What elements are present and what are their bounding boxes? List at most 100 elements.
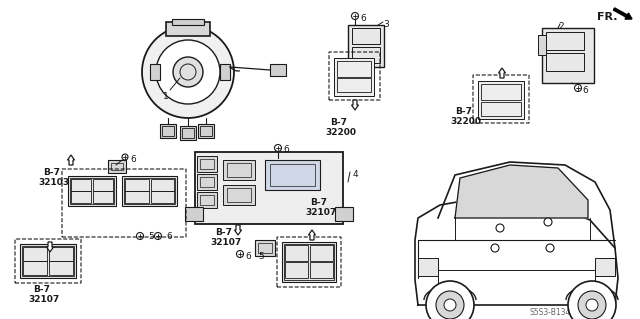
Bar	[285, 262, 308, 278]
Bar	[108, 160, 126, 173]
Bar	[93, 191, 113, 203]
Circle shape	[491, 244, 499, 252]
Text: 6: 6	[245, 252, 251, 261]
Circle shape	[586, 299, 598, 311]
Bar	[270, 164, 315, 186]
Bar	[285, 245, 308, 261]
Circle shape	[496, 224, 504, 232]
Bar	[162, 126, 174, 136]
Bar	[23, 247, 47, 261]
Bar	[125, 179, 148, 191]
Text: FR.: FR.	[597, 12, 618, 22]
Text: B-7: B-7	[455, 107, 472, 116]
FancyArrow shape	[613, 8, 632, 19]
Bar	[255, 240, 275, 256]
Bar	[270, 64, 286, 76]
Text: 5: 5	[258, 252, 264, 261]
Text: B-7: B-7	[43, 168, 60, 177]
Bar	[481, 84, 521, 100]
Circle shape	[578, 291, 606, 319]
Circle shape	[568, 281, 616, 319]
Bar	[150, 179, 174, 191]
Bar	[478, 81, 524, 119]
FancyArrow shape	[67, 155, 74, 165]
Bar	[538, 35, 546, 55]
Bar	[197, 156, 217, 172]
Bar	[197, 174, 217, 190]
Text: 32103: 32103	[38, 178, 69, 187]
Bar	[310, 262, 333, 278]
Bar	[352, 28, 380, 44]
Text: 32107: 32107	[210, 238, 241, 247]
Bar	[546, 53, 584, 71]
Bar	[111, 163, 123, 170]
Text: S5S3-B1340: S5S3-B1340	[530, 308, 576, 317]
Text: 6: 6	[360, 14, 365, 23]
Bar	[335, 207, 353, 221]
Text: 32200: 32200	[450, 117, 481, 126]
Bar	[122, 176, 177, 206]
Bar	[284, 244, 334, 280]
Bar	[227, 188, 251, 202]
Bar	[282, 242, 336, 282]
Polygon shape	[415, 198, 618, 305]
Bar	[223, 185, 255, 205]
Bar	[71, 179, 91, 191]
Text: 4: 4	[353, 170, 358, 179]
Bar	[125, 191, 148, 203]
Circle shape	[142, 26, 234, 118]
Bar	[23, 261, 47, 275]
Bar	[68, 176, 116, 206]
Bar	[200, 177, 214, 187]
Bar	[198, 124, 214, 138]
Bar	[172, 19, 204, 25]
FancyArrow shape	[47, 242, 54, 252]
Bar	[227, 163, 251, 177]
Bar	[200, 195, 214, 205]
Text: 32107: 32107	[28, 295, 60, 304]
Text: 32200: 32200	[325, 128, 356, 137]
Bar	[542, 28, 594, 83]
Bar	[49, 261, 73, 275]
Circle shape	[546, 244, 554, 252]
FancyArrow shape	[308, 230, 316, 240]
Text: 6: 6	[582, 86, 588, 95]
Bar	[195, 152, 343, 224]
Bar	[200, 159, 214, 169]
Bar	[150, 64, 160, 80]
Bar	[595, 258, 615, 276]
Text: B-7: B-7	[330, 118, 347, 127]
Bar	[160, 124, 176, 138]
Polygon shape	[455, 165, 588, 218]
Bar	[182, 128, 194, 138]
Bar	[49, 247, 73, 261]
Text: 1: 1	[163, 92, 169, 101]
Bar	[334, 58, 374, 96]
Text: 2: 2	[558, 22, 564, 31]
Text: 5: 5	[148, 232, 154, 241]
Bar	[220, 64, 230, 80]
Text: B-7: B-7	[310, 198, 327, 207]
Bar	[310, 245, 333, 261]
Bar	[348, 25, 384, 67]
FancyArrow shape	[499, 68, 506, 78]
Bar	[150, 191, 174, 203]
Text: 32107: 32107	[305, 208, 336, 217]
Bar	[22, 246, 74, 276]
Bar	[93, 179, 113, 191]
Bar	[481, 102, 521, 116]
Text: 3: 3	[383, 20, 388, 29]
Circle shape	[426, 281, 474, 319]
Bar	[180, 126, 196, 140]
Text: 6: 6	[283, 145, 289, 154]
Bar	[265, 160, 320, 190]
Bar	[71, 191, 91, 203]
Circle shape	[444, 299, 456, 311]
Text: 6: 6	[166, 232, 172, 241]
FancyArrow shape	[234, 225, 241, 235]
Text: 6: 6	[130, 155, 136, 164]
Bar	[223, 160, 255, 180]
Text: B-7: B-7	[215, 228, 232, 237]
Bar	[337, 61, 371, 77]
FancyArrow shape	[351, 100, 358, 110]
